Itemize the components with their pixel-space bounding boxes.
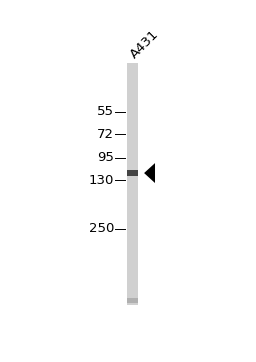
Text: 250: 250 — [89, 222, 114, 235]
Text: A431: A431 — [128, 28, 161, 62]
Text: 72: 72 — [97, 127, 114, 140]
Bar — [127, 299, 138, 303]
Text: 95: 95 — [98, 151, 114, 164]
Polygon shape — [144, 163, 155, 183]
Text: 130: 130 — [89, 173, 114, 186]
Bar — [127, 63, 138, 306]
Bar — [127, 170, 138, 176]
Text: 55: 55 — [97, 105, 114, 118]
